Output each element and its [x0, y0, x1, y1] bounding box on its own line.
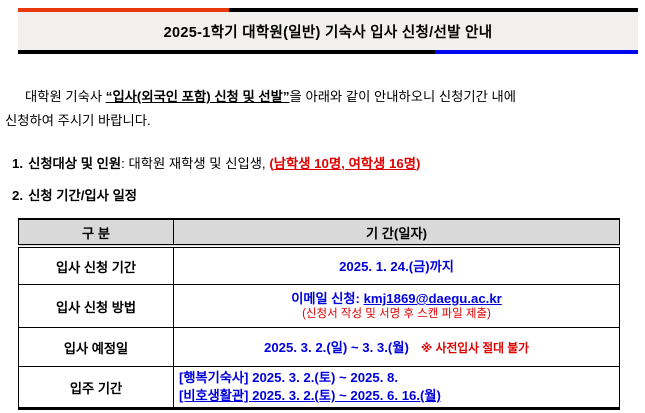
bottom-bar-blue-segment: [435, 50, 638, 54]
row-value-residence-period: [행복기숙사] 2025. 3. 2.(토) ~ 2025. 8. [비호생활관…: [173, 366, 620, 409]
item-1-text: 대학원 재학생 및 신입생,: [128, 156, 270, 171]
row-value-application-method: 이메일 신청: kmj1869@daegu.ac.kr (신청서 작성 및 서명…: [173, 284, 620, 328]
header-bottom-bar: [18, 50, 638, 54]
top-bar-orange-segment: [18, 8, 229, 12]
list-item-applicants: 1. 신청대상 및 인원: 대학원 재학생 및 신입생, (남학생 10명, 여학…: [12, 153, 645, 172]
item-1-number: 1.: [12, 156, 24, 171]
email-link[interactable]: kmj1869@daegu.ac.kr: [363, 291, 502, 306]
table-row-application-method: 입사 신청 방법 이메일 신청: kmj1869@daegu.ac.kr (신청…: [18, 284, 620, 328]
residence-period-haengbok: [행복기숙사] 2025. 3. 2.(토) ~ 2025. 8.: [179, 370, 399, 385]
application-deadline: 2025. 1. 24.(금)까지: [339, 259, 454, 274]
application-method-note: (신청서 작성 및 서명 후 스캔 파일 제출): [302, 308, 491, 320]
item-2-number: 2.: [12, 188, 24, 203]
page-title: 2025-1학기 대학원(일반) 기숙사 입사 신청/선발 안내: [163, 24, 493, 41]
table-row-move-in-date: 입사 예정일 2025. 3. 2.(일) ~ 3. 3.(월) ※ 사전입사 절…: [18, 327, 620, 367]
email-apply-label: 이메일 신청:: [291, 291, 364, 306]
title-band: 2025-1학기 대학원(일반) 기숙사 입사 신청/선발 안내: [18, 12, 638, 50]
list-item-schedule: 2. 신청 기간/입사 일정: [12, 185, 645, 204]
quota-highlight: 남학생 10명, 여학생 16명: [273, 156, 416, 171]
row-label-move-in-date: 입사 예정일: [18, 327, 174, 367]
schedule-table: 구 분 기 간(일자) 입사 신청 기간 2025. 1. 24.(금)까지 입…: [18, 218, 620, 410]
table-row-application-period: 입사 신청 기간 2025. 1. 24.(금)까지: [18, 245, 620, 285]
move-in-date-range: 2025. 3. 2.(일) ~ 3. 3.(월): [264, 340, 409, 355]
bottom-bar-black-segment: [18, 50, 435, 54]
row-value-application-period: 2025. 1. 24.(금)까지: [173, 245, 620, 285]
item-2-label: 신청 기간/입사 일정: [28, 188, 138, 203]
top-bar-black-segment: [229, 8, 638, 12]
residence-period-biho: [비호생활관] 2025. 3. 2.(토) ~ 2025. 6. 16.(월): [179, 388, 441, 403]
quota-paren-close: ): [416, 156, 421, 171]
intro-tail-2: 신청하여 주시기 바랍니다.: [5, 113, 151, 128]
table-header-row: 구 분 기 간(일자): [18, 219, 620, 248]
no-early-move-in-note: ※ 사전입사 절대 불가: [420, 341, 529, 355]
intro-paragraph: 대학원 기숙사 “입사(외국인 포함) 신청 및 선발”을 아래와 같이 안내하…: [5, 85, 642, 133]
table-row-residence-period: 입주 기간 [행복기숙사] 2025. 3. 2.(토) ~ 2025. 8. …: [18, 366, 620, 409]
item-1-label: 신청대상 및 인원: [28, 156, 122, 171]
intro-emphasis: “입사(외국인 포함) 신청 및 선발”: [105, 89, 290, 104]
column-header-period: 기 간(일자): [173, 219, 620, 248]
quota-paren-open: (: [269, 156, 274, 171]
intro-lead: 대학원 기숙사: [25, 89, 106, 104]
row-label-application-period: 입사 신청 기간: [18, 245, 174, 285]
column-header-category: 구 분: [18, 219, 174, 248]
intro-tail-1: 을 아래와 같이 안내하오니 신청기간 내에: [289, 89, 516, 104]
document-header: 2025-1학기 대학원(일반) 기숙사 입사 신청/선발 안내: [18, 8, 638, 54]
row-value-move-in-date: 2025. 3. 2.(일) ~ 3. 3.(월) ※ 사전입사 절대 불가: [173, 327, 620, 367]
row-label-residence-period: 입주 기간: [18, 366, 174, 409]
item-1-separator: :: [121, 156, 129, 171]
row-label-application-method: 입사 신청 방법: [18, 284, 174, 328]
header-top-bar: [18, 8, 638, 12]
